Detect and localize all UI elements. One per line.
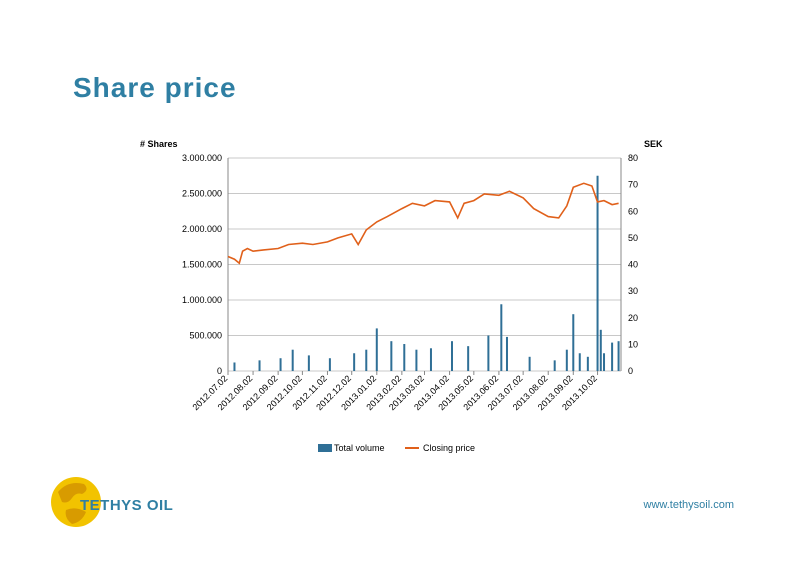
left-tick-label: 1.000.000 (182, 295, 222, 305)
volume-bar (353, 353, 356, 371)
right-tick-label: 70 (628, 180, 638, 190)
volume-bar (233, 362, 236, 371)
volume-bar (279, 358, 282, 371)
volume-bar (553, 360, 556, 371)
right-tick-label: 30 (628, 286, 638, 296)
volume-bar (450, 341, 453, 371)
right-tick-label: 80 (628, 153, 638, 163)
left-tick-label: 2.500.000 (182, 189, 222, 199)
right-tick-label: 20 (628, 313, 638, 323)
left-tick-label: 500.000 (189, 331, 222, 341)
chart-gridlines (227, 157, 622, 372)
volume-bar (487, 335, 490, 371)
volume-bar (258, 360, 261, 371)
x-axis-ticks: 2012.07.022012.08.022012.09.022012.10.02… (190, 371, 599, 412)
volume-bar (467, 346, 470, 371)
closing-price-line (227, 182, 619, 265)
volume-bar (403, 344, 406, 371)
right-tick-label: 60 (628, 206, 638, 216)
left-tick-label: 1.500.000 (182, 260, 222, 270)
volume-bar (565, 349, 568, 371)
volume-bars (233, 175, 620, 371)
left-tick-label: 3.000.000 (182, 153, 222, 163)
volume-bar (291, 349, 294, 371)
volume-bar (596, 175, 599, 371)
volume-bar (599, 329, 602, 371)
tethys-oil-logo (51, 477, 101, 527)
left-axis-label: # Shares (140, 139, 178, 149)
volume-bar (617, 341, 620, 371)
chart-legend: Total volume Closing price (318, 443, 475, 453)
volume-bar (500, 304, 503, 371)
legend-label-volume: Total volume (334, 443, 385, 453)
volume-bar (528, 356, 531, 371)
right-tick-label: 10 (628, 339, 638, 349)
volume-bar (586, 356, 589, 371)
volume-bar (611, 342, 614, 371)
volume-bar (578, 353, 581, 371)
logo-text: TETHYS OIL (80, 497, 174, 514)
volume-bar (603, 353, 606, 371)
volume-bar (390, 341, 393, 371)
volume-bar (307, 355, 310, 371)
left-tick-label: 2.000.000 (182, 224, 222, 234)
volume-bar (328, 358, 331, 371)
page-title: Share price (73, 72, 237, 103)
logo-landmass (58, 483, 87, 524)
left-tick-label: 0 (217, 366, 222, 376)
right-axis-ticks: 0 10 20 30 40 50 60 70 80 (628, 153, 638, 376)
volume-bar (505, 336, 508, 371)
volume-bar (365, 349, 368, 371)
right-tick-label: 40 (628, 260, 638, 270)
right-axis-label: SEK (644, 139, 663, 149)
volume-bar (415, 349, 418, 371)
right-tick-label: 50 (628, 233, 638, 243)
volume-bar (375, 328, 378, 371)
legend-label-price: Closing price (423, 443, 475, 453)
volume-bar (429, 348, 432, 371)
left-axis-ticks: 0 500.000 1.000.000 1.500.000 2.000.000 2.500… (182, 153, 222, 376)
legend-swatch-volume (318, 444, 332, 452)
right-tick-label: 0 (628, 366, 633, 376)
website-url: www.tethysoil.com (643, 499, 734, 511)
volume-bar (572, 314, 575, 371)
